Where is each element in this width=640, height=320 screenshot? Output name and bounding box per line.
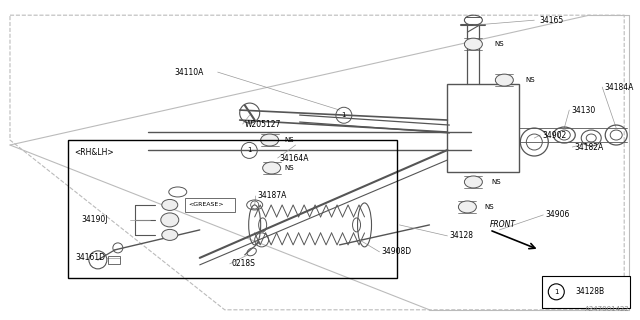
Text: NS: NS <box>525 77 535 83</box>
Bar <box>542 276 630 308</box>
Ellipse shape <box>169 187 187 197</box>
Text: 34128: 34128 <box>449 231 474 240</box>
Bar <box>108 256 120 264</box>
Text: W205127: W205127 <box>244 120 281 129</box>
Text: 0218S: 0218S <box>232 260 255 268</box>
Bar <box>68 140 397 278</box>
Text: 34902: 34902 <box>542 131 566 140</box>
Bar <box>185 198 235 212</box>
Ellipse shape <box>262 162 280 174</box>
Text: A347001422: A347001422 <box>584 306 629 312</box>
Text: NS: NS <box>285 165 294 171</box>
Ellipse shape <box>495 74 513 86</box>
Ellipse shape <box>162 229 178 240</box>
Text: NS: NS <box>484 204 494 210</box>
Text: FRONT: FRONT <box>490 220 515 229</box>
Text: 1: 1 <box>247 148 252 153</box>
Text: NS: NS <box>285 137 294 143</box>
Ellipse shape <box>161 213 179 227</box>
Text: 34128B: 34128B <box>575 287 604 296</box>
Text: 34190J: 34190J <box>82 215 108 224</box>
Text: 34908D: 34908D <box>381 247 412 256</box>
Text: 34130: 34130 <box>572 106 595 115</box>
Text: <RH&LH>: <RH&LH> <box>74 148 113 157</box>
Text: NS: NS <box>494 41 504 47</box>
Text: 34161D: 34161D <box>76 253 106 262</box>
Text: <GREASE>: <GREASE> <box>189 203 224 207</box>
Text: 34165: 34165 <box>540 16 564 25</box>
Ellipse shape <box>465 176 483 188</box>
Text: 34182A: 34182A <box>574 142 604 151</box>
Bar <box>447 84 519 172</box>
Text: 34184A: 34184A <box>604 83 634 92</box>
Text: 34164A: 34164A <box>280 154 309 163</box>
Circle shape <box>548 284 564 300</box>
Text: 34906: 34906 <box>545 211 570 220</box>
Ellipse shape <box>162 199 178 211</box>
Ellipse shape <box>458 201 476 213</box>
Ellipse shape <box>260 134 278 146</box>
Text: 34187A: 34187A <box>258 191 287 200</box>
Text: 1: 1 <box>342 112 346 118</box>
Text: NS: NS <box>492 179 501 185</box>
Text: 34110A: 34110A <box>175 68 204 76</box>
Text: 1: 1 <box>554 289 559 295</box>
Ellipse shape <box>465 38 483 50</box>
